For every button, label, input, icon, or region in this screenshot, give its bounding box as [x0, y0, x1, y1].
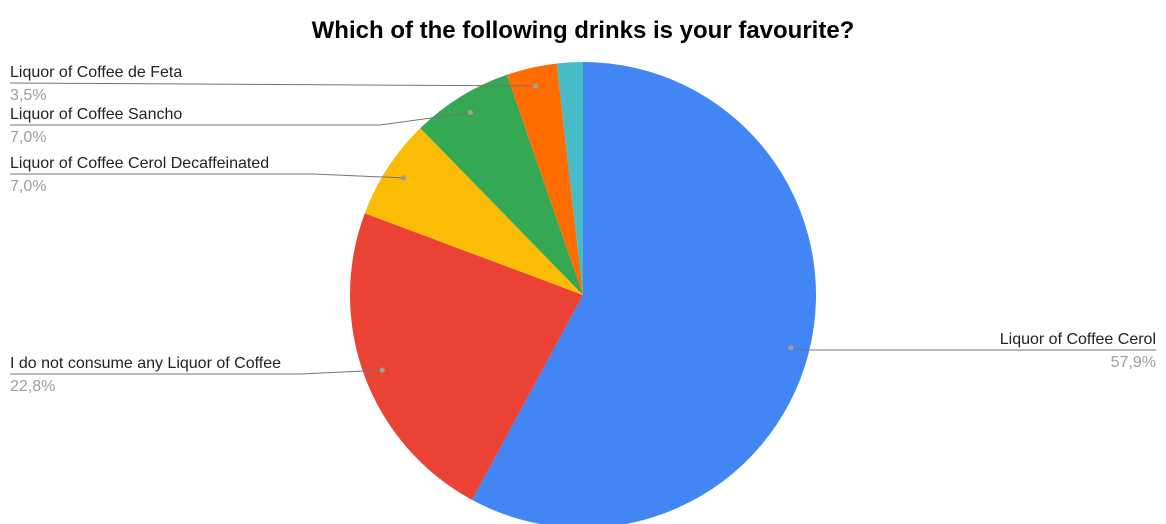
- slice-labels: Liquor of Coffee Cerol 57,9% I do not cons…: [9, 64, 1156, 395]
- leader-line: [9, 82, 536, 87]
- leader-line: [10, 173, 404, 179]
- leader-line: [790, 347, 1156, 351]
- slice-label: Liquor of Coffee de Feta: [10, 64, 182, 81]
- slice-label: Liquor of Coffee Sancho: [10, 106, 182, 123]
- leader-anchor-dot: [788, 345, 794, 351]
- leader-line: [10, 112, 471, 126]
- slice-value-label: 7,0%: [10, 129, 46, 146]
- leader-anchor-dot: [532, 83, 539, 89]
- pie-slices: [349, 62, 816, 524]
- chart-title: Which of the following drinks is your fa…: [312, 17, 855, 44]
- slice-value-label: 22,8%: [10, 378, 55, 395]
- slice-value-label: 57,9%: [1111, 354, 1156, 371]
- leader-anchor-dot: [467, 109, 474, 116]
- pie-slice-unlabeled-5: [556, 62, 583, 295]
- leader-anchor-dot: [400, 175, 407, 181]
- leader-anchor-dot: [379, 367, 385, 373]
- pie-slice-i-do-not-consume-any-liquor-of-coffee: [349, 213, 583, 500]
- slice-value-label: 7,0%: [10, 178, 46, 195]
- slice-label: Liquor of Coffee Cerol Decaffeinated: [10, 155, 269, 172]
- slice-value-label: 3,5%: [10, 87, 46, 104]
- slice-label: I do not consume any Liquor of Coffee: [10, 355, 281, 372]
- slice-label: Liquor of Coffee Cerol: [1000, 331, 1156, 348]
- pie-slice-liquor-of-coffee-sancho: [420, 74, 583, 296]
- pie-slice-liquor-of-coffee-cerol: [472, 62, 816, 524]
- leader-line: [10, 369, 383, 375]
- pie-slice-liquor-of-coffee-de-feta: [506, 63, 583, 296]
- pie-slice-liquor-of-coffee-cerol-decaffeinated: [364, 128, 583, 295]
